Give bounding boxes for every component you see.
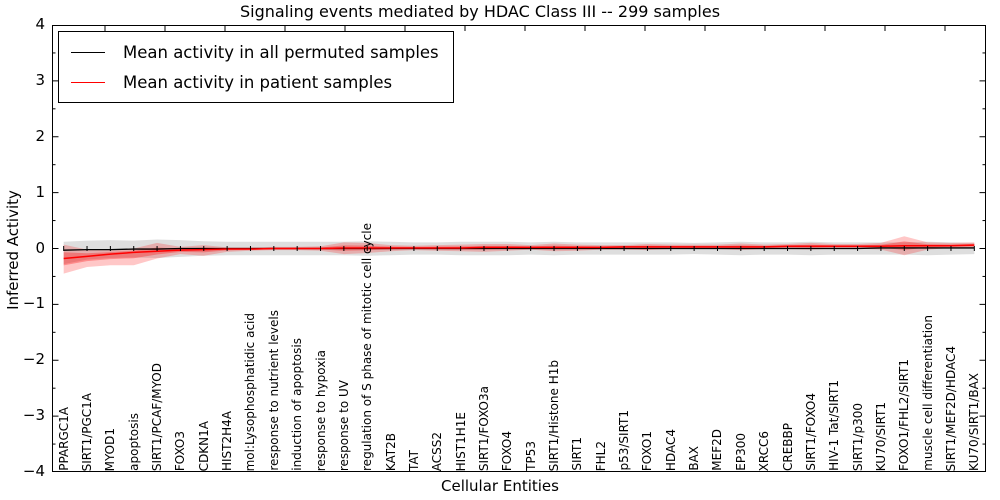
x-tick-label: PPARGC1A xyxy=(56,407,71,471)
x-tick-label: FOXO4 xyxy=(500,430,515,471)
x-tick-label: FHL2 xyxy=(593,440,608,471)
x-tick-label: response to UV xyxy=(336,379,351,471)
x-tick-label: SIRT1/Histone H1b xyxy=(547,359,562,471)
x-tick-label: FOXO3 xyxy=(173,430,188,471)
x-tick-label: SIRT1/PCAF/MYOD xyxy=(150,362,165,471)
legend-label-permuted: Mean activity in all permuted samples xyxy=(123,42,439,62)
x-tick-label: SIRT1/p300 xyxy=(850,402,865,471)
permuted-band xyxy=(63,239,975,265)
x-tick-label: SIRT1/MEF2D/HDAC4 xyxy=(943,345,958,471)
x-tick-label: apoptosis xyxy=(126,413,141,471)
y-tick-label: −2 xyxy=(22,350,45,369)
x-tick-label: mol:Lysophosphatidic acid xyxy=(243,312,258,471)
x-tick-label: BAX xyxy=(687,446,702,471)
permuted-line-swatch-icon xyxy=(71,51,105,53)
plot-area xyxy=(52,25,986,472)
y-tick-label: 0 xyxy=(35,238,45,257)
x-tick-label: p53/SIRT1 xyxy=(617,410,632,471)
y-tick-label: −4 xyxy=(22,462,45,480)
x-tick-label: SIRT1/FOXO4 xyxy=(803,393,818,471)
x-tick-label: XRCC6 xyxy=(757,430,772,471)
x-tick-label: HIST1H1E xyxy=(453,411,468,471)
x-tick-label: SIRT1/PGC1A xyxy=(80,392,95,471)
x-tick-label: CREBBP xyxy=(780,423,795,471)
x-tick-label: HDAC4 xyxy=(663,428,678,471)
x-axis-label: Cellular Entities xyxy=(441,477,559,495)
y-tick-label: 2 xyxy=(35,126,45,145)
x-tick-label: TP53 xyxy=(523,441,538,471)
x-tick-label: MEF2D xyxy=(710,429,725,471)
y-tick-label: 4 xyxy=(35,15,45,33)
x-tick-label: response to nutrient levels xyxy=(266,310,281,471)
x-tick-label: MYOD1 xyxy=(103,427,118,471)
x-tick-label: TAT xyxy=(406,449,421,471)
x-tick-label: induction of apoptosis xyxy=(290,338,305,471)
x-tick-label: response to hypoxia xyxy=(313,349,328,471)
patient-line-swatch-icon xyxy=(71,81,105,83)
legend-item-permuted: Mean activity in all permuted samples xyxy=(71,37,439,67)
x-tick-label: FOXO1 xyxy=(640,430,655,471)
patient-band-outer xyxy=(63,236,975,274)
x-tick-label: KAT2B xyxy=(383,432,398,471)
x-tick-label: muscle cell differentiation xyxy=(920,315,935,471)
y-tick-label: −3 xyxy=(22,406,45,425)
y-tick-label: 1 xyxy=(35,182,45,201)
legend-item-patient: Mean activity in patient samples xyxy=(71,67,439,97)
x-tick-label: KU70/SIRT1/BAX xyxy=(967,373,982,471)
y-tick-label: −1 xyxy=(22,294,45,313)
x-tick-label: SIRT1/FOXO3a xyxy=(476,385,491,471)
legend: Mean activity in all permuted samples Me… xyxy=(58,31,454,103)
x-tick-label: CDKN1A xyxy=(196,420,211,471)
x-tick-label: regulation of S phase of mitotic cell cy… xyxy=(360,223,375,471)
permuted-line xyxy=(63,247,975,251)
x-tick-label: EP300 xyxy=(733,433,748,471)
y-tick-label: 3 xyxy=(35,70,45,89)
x-tick-label: SIRT1 xyxy=(570,437,585,471)
x-tick-label: FOXO1/FHL2/SIRT1 xyxy=(897,358,912,471)
x-tick-label: HIST2H4A xyxy=(220,410,235,471)
x-tick-label: HIV-1 Tat/SIRT1 xyxy=(827,380,842,471)
patient-line xyxy=(63,244,975,260)
legend-label-patient: Mean activity in patient samples xyxy=(123,72,393,92)
x-tick-label: KU70/SIRT1 xyxy=(873,401,888,471)
chart-title: Signaling events mediated by HDAC Class … xyxy=(239,2,721,21)
x-tick-label: ACSS2 xyxy=(430,431,445,471)
